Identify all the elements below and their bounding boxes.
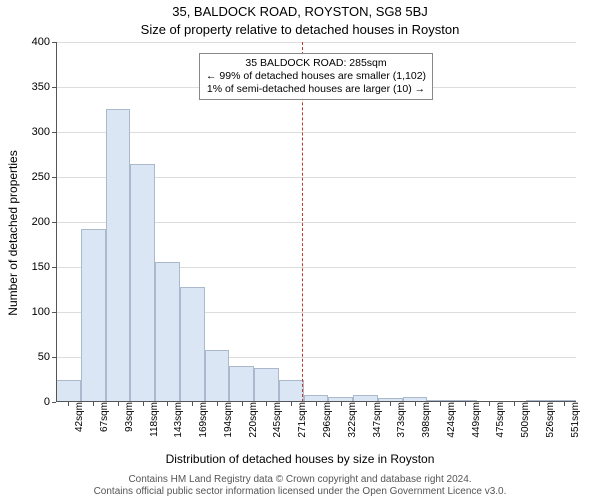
xtick-mark [514, 402, 515, 406]
ytick-label: 100 [32, 306, 56, 318]
xtick-label: 551sqm [568, 402, 581, 438]
histogram-bar [180, 287, 205, 402]
xtick-label: 271sqm [295, 402, 308, 438]
gridline [56, 132, 576, 133]
histogram-bar [279, 380, 304, 402]
histogram-bar [56, 380, 81, 402]
annotation-line: 35 BALDOCK ROAD: 285sqm [206, 57, 426, 70]
annotation-line: ← 99% of detached houses are smaller (1,… [206, 70, 426, 83]
xtick-mark [390, 402, 391, 406]
xtick-label: 93sqm [122, 402, 135, 432]
xtick-mark [415, 402, 416, 406]
xtick-label: 373sqm [394, 402, 407, 438]
annotation-box: 35 BALDOCK ROAD: 285sqm← 99% of detached… [199, 53, 433, 100]
xtick-label: 475sqm [493, 402, 506, 438]
ytick-label: 150 [32, 261, 56, 273]
histogram-bar [130, 164, 155, 402]
ytick-label: 350 [32, 81, 56, 93]
title-address: 35, BALDOCK ROAD, ROYSTON, SG8 5BJ [0, 4, 600, 19]
xtick-label: 42sqm [72, 402, 85, 432]
xtick-mark [316, 402, 317, 406]
xtick-mark [68, 402, 69, 406]
xtick-mark [242, 402, 243, 406]
histogram-bar [106, 109, 131, 402]
xtick-label: 398sqm [419, 402, 432, 438]
xtick-mark [167, 402, 168, 406]
xtick-mark [341, 402, 342, 406]
xtick-label: 424sqm [444, 402, 457, 438]
ytick-label: 300 [32, 126, 56, 138]
y-axis-label: Number of detached properties [6, 68, 20, 233]
y-axis [56, 42, 57, 402]
title-subtitle: Size of property relative to detached ho… [0, 22, 600, 37]
histogram-bar [81, 229, 106, 402]
xtick-mark [489, 402, 490, 406]
xtick-label: 245sqm [270, 402, 283, 438]
xtick-mark [291, 402, 292, 406]
xtick-mark [93, 402, 94, 406]
histogram-bar [254, 368, 279, 402]
xtick-mark [564, 402, 565, 406]
xtick-mark [192, 402, 193, 406]
xtick-label: 347sqm [370, 402, 383, 438]
xtick-mark [440, 402, 441, 406]
histogram-bar [229, 366, 254, 402]
xtick-label: 526sqm [543, 402, 556, 438]
footer-line-1: Contains HM Land Registry data © Crown c… [0, 474, 600, 486]
gridline [56, 42, 576, 43]
xtick-label: 118sqm [147, 402, 160, 437]
xtick-mark [465, 402, 466, 406]
annotation-line: 1% of semi-detached houses are larger (1… [206, 83, 426, 96]
footer-line-2: Contains official public sector informat… [0, 486, 600, 498]
ytick-label: 200 [32, 216, 56, 228]
ytick-label: 0 [44, 396, 56, 408]
histogram-bar [155, 262, 180, 402]
x-axis-label: Distribution of detached houses by size … [0, 452, 600, 466]
xtick-mark [217, 402, 218, 406]
xtick-label: 322sqm [345, 402, 358, 438]
ytick-label: 400 [32, 36, 56, 48]
xtick-label: 220sqm [246, 402, 259, 438]
xtick-label: 296sqm [320, 402, 333, 438]
xtick-label: 169sqm [196, 402, 209, 438]
xtick-mark [539, 402, 540, 406]
xtick-label: 143sqm [171, 402, 184, 438]
ytick-label: 50 [38, 351, 56, 363]
xtick-mark [143, 402, 144, 406]
xtick-label: 449sqm [469, 402, 482, 438]
xtick-mark [118, 402, 119, 406]
ytick-label: 250 [32, 171, 56, 183]
xtick-label: 500sqm [518, 402, 531, 438]
xtick-mark [366, 402, 367, 406]
histogram-bar [205, 350, 230, 402]
xtick-mark [266, 402, 267, 406]
xtick-label: 194sqm [221, 402, 234, 438]
figure: 35, BALDOCK ROAD, ROYSTON, SG8 5BJ Size … [0, 0, 600, 500]
plot-area: 35 BALDOCK ROAD: 285sqm← 99% of detached… [56, 42, 576, 402]
xtick-label: 67sqm [97, 402, 110, 432]
footer-attribution: Contains HM Land Registry data © Crown c… [0, 474, 600, 498]
